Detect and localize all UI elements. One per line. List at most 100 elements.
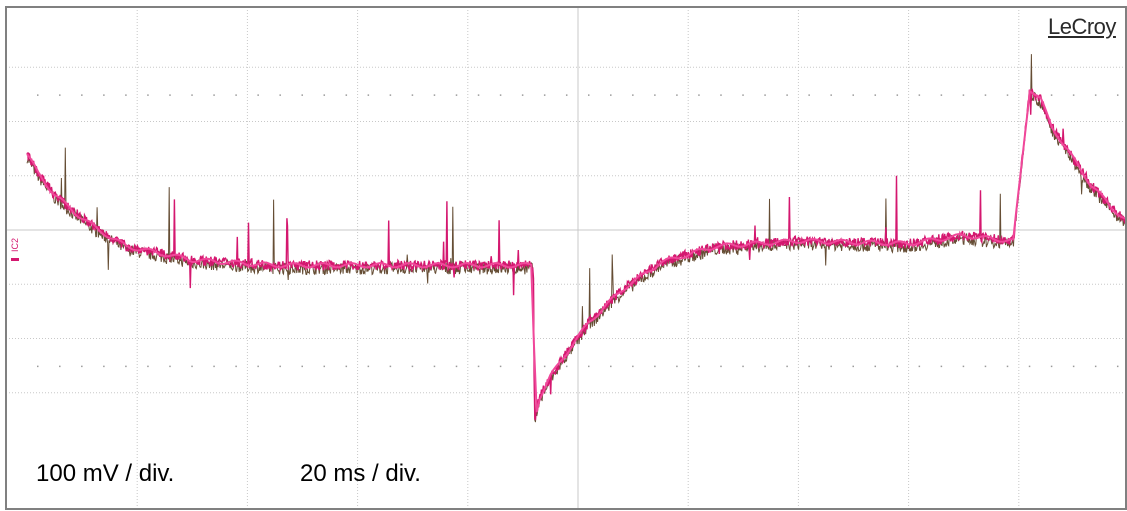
grid <box>6 7 1126 509</box>
grid-minor-tick <box>764 365 766 368</box>
grid-minor-tick <box>852 365 854 368</box>
grid-minor-tick <box>235 94 237 96</box>
vertical-scale-label: 100 mV / div. <box>36 460 175 487</box>
grid-minor-tick <box>830 365 832 368</box>
grid-minor-tick <box>169 365 171 368</box>
grid-minor-tick <box>345 94 348 96</box>
grid-minor-tick <box>896 365 899 368</box>
horizontal-scale-label: 20 ms / div. <box>300 460 421 487</box>
channel-marker-tick <box>11 258 19 261</box>
grid-minor-tick <box>103 94 105 96</box>
grid-minor-tick <box>81 365 83 368</box>
grid-minor-tick <box>565 94 568 96</box>
grid-minor-tick <box>676 94 678 96</box>
grid-minor-tick <box>698 94 700 96</box>
grid-minor-tick <box>213 365 215 368</box>
grid-minor-tick <box>1072 94 1075 96</box>
grid-minor-tick <box>389 94 392 96</box>
grid-minor-tick <box>698 365 700 368</box>
grid-minor-tick <box>962 94 965 96</box>
grid-minor-tick <box>1050 365 1053 368</box>
grid-minor-tick <box>499 365 502 368</box>
grid-minor-tick <box>37 365 39 368</box>
grid-minor-tick <box>257 94 259 96</box>
grid-minor-tick <box>147 365 149 368</box>
grid-minor-tick <box>588 94 590 96</box>
grid-minor-tick <box>235 365 237 368</box>
grid-minor-tick <box>984 94 987 96</box>
grid-minor-tick <box>279 365 281 368</box>
grid-minor-tick <box>345 365 348 368</box>
grid-minor-tick <box>1028 365 1031 368</box>
grid-minor-tick <box>125 94 127 96</box>
plot-background <box>6 7 1126 509</box>
channel-marker: IC2 <box>10 238 20 261</box>
grid-minor-tick <box>257 365 259 368</box>
grid-minor-tick <box>918 94 921 96</box>
grid-minor-tick <box>367 94 370 96</box>
grid-minor-tick <box>367 365 370 368</box>
grid-minor-tick <box>962 365 965 368</box>
grid-minor-tick <box>742 365 744 368</box>
grid-minor-tick <box>632 365 634 368</box>
grid-minor-tick <box>742 94 744 96</box>
grid-minor-tick <box>786 365 788 368</box>
grid-minor-tick <box>896 94 899 96</box>
grid-minor-tick <box>169 94 171 96</box>
grid-minor-tick <box>59 365 61 368</box>
grid-minor-tick <box>411 94 414 96</box>
grid-minor-tick <box>301 94 303 96</box>
grid-minor-tick <box>477 365 480 368</box>
grid-minor-tick <box>543 94 546 96</box>
grid-minor-tick <box>103 365 105 368</box>
channel-marker-label: IC2 <box>10 238 20 252</box>
grid-minor-tick <box>654 94 656 96</box>
grid-minor-tick <box>720 94 722 96</box>
grid-minor-tick <box>521 94 524 96</box>
grid-minor-tick <box>565 365 568 368</box>
brand-logo: LeCroy <box>1048 14 1116 39</box>
grid-minor-tick <box>125 365 127 368</box>
grid-minor-tick <box>389 365 392 368</box>
grid-minor-tick <box>433 365 436 368</box>
grid-minor-tick <box>984 365 987 368</box>
grid-minor-tick <box>874 365 877 368</box>
trace-layer <box>26 54 1127 423</box>
grid-minor-tick <box>213 94 215 96</box>
grid-minor-tick <box>1094 365 1097 368</box>
grid-minor-tick <box>323 94 326 96</box>
grid-minor-tick <box>1116 94 1119 96</box>
grid-minor-tick <box>632 94 634 96</box>
grid-minor-tick <box>610 365 612 368</box>
grid-minor-tick <box>543 365 546 368</box>
grid-minor-tick <box>301 365 303 368</box>
grid-minor-tick <box>411 365 414 368</box>
grid-minor-tick <box>1072 365 1075 368</box>
grid-minor-tick <box>455 365 458 368</box>
grid-minor-tick <box>477 94 480 96</box>
grid-minor-tick <box>1116 365 1119 368</box>
grid-minor-tick <box>279 94 281 96</box>
grid-minor-tick <box>918 365 921 368</box>
waveform-average-line <box>26 89 1127 413</box>
grid-minor-tick <box>59 94 61 96</box>
grid-minor-tick <box>940 94 943 96</box>
grid-minor-tick <box>1006 94 1009 96</box>
grid-minor-tick <box>191 94 193 96</box>
grid-minor-tick <box>808 94 810 96</box>
grid-minor-tick <box>191 365 193 368</box>
grid-minor-tick <box>521 365 524 368</box>
grid-minor-tick <box>940 365 943 368</box>
grid-minor-tick <box>147 94 149 96</box>
grid-minor-tick <box>874 94 877 96</box>
grid-minor-tick <box>654 365 656 368</box>
grid-minor-tick <box>786 94 788 96</box>
grid-minor-tick <box>81 94 83 96</box>
grid-minor-tick <box>1006 365 1009 368</box>
grid-minor-tick <box>323 365 326 368</box>
grid-minor-tick <box>455 94 458 96</box>
grid-minor-tick <box>676 365 678 368</box>
grid-minor-tick <box>830 94 832 96</box>
grid-minor-tick <box>433 94 436 96</box>
